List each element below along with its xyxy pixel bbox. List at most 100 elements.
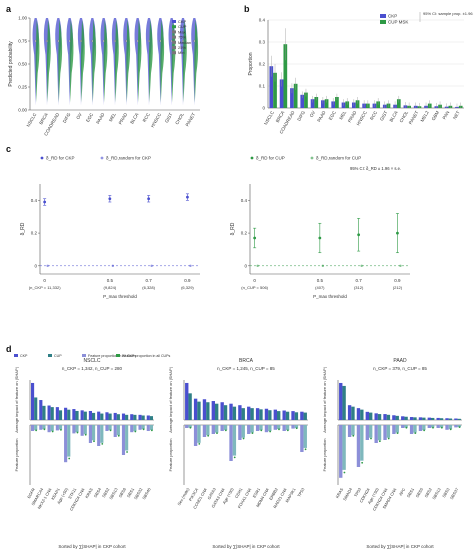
d-brca-shap-bar-ckp [291, 411, 295, 420]
d-nsclc-xlabel: Sorted by ∑|SHAP| in CKP cohort [58, 544, 126, 549]
d-nsclc-proportion-bar-cup [108, 425, 112, 431]
d-paad-proportion-bar-ckp [454, 425, 458, 428]
cright-n-label: (407) [315, 285, 325, 290]
a-legend-label: Min [178, 50, 184, 55]
d-paad-proportion-dot [370, 437, 372, 440]
a-median-marker [57, 40, 60, 42]
b-bar-ckp [310, 99, 315, 108]
b-ytick-label: 0.4 [259, 18, 266, 23]
panel-a-violin-chart: 0.00 0.25 0.50 0.75 1.00 Predicted probabilit… [8, 16, 200, 137]
b-ytick-label: 0.3 [259, 40, 266, 45]
a-violin-cup [171, 19, 176, 103]
d-nsclc-shap-bar-cup [133, 414, 137, 420]
cleft-xlabel: P_max threshold [103, 294, 137, 299]
d-brca-shap-bar-ckp [185, 382, 189, 420]
d-nsclc-shap-bar-cup [149, 416, 154, 420]
d-paad-shap-bar-cup [457, 418, 461, 420]
d-paad-xtick-label: SBS37 [449, 486, 460, 500]
b-ytick-label: 0 [262, 106, 265, 111]
d-paad-proportion-bar-ckp [356, 425, 361, 467]
d-nsclc-legend-label: CUP [54, 354, 62, 358]
d-brca-shap-bar-cup [197, 401, 201, 420]
d-nsclc-shap-bar-ckp [64, 407, 68, 420]
d-brca-proportion-dot [198, 443, 201, 445]
a-violin-cup [92, 19, 97, 103]
d-brca-proportion-dot [233, 456, 236, 459]
a-ytick-label: 0.25 [18, 85, 27, 90]
d-nsclc-shap-bar-ckp [47, 405, 51, 420]
d-paad-shap-bar-cup [386, 414, 391, 420]
d-brca-xtick-label: ERBB2 [268, 486, 279, 501]
b-legend-swatch [380, 14, 386, 18]
d-paad-proportion-dot [449, 428, 452, 431]
cleft-random-point [46, 264, 49, 268]
d-nsclc-shap-bar-ckp [97, 411, 101, 420]
d-brca-shap-bar-ckp [247, 406, 251, 420]
d-nsclc-proportion-bar-ckp [30, 425, 35, 431]
d-paad-proportion-dot [423, 429, 426, 432]
d-paad-proportion-dot [352, 434, 355, 437]
d-brca-proportion-dot [260, 429, 263, 432]
d-brca-shap-bar-cup [223, 405, 228, 420]
cright-xtick-label: 0 [253, 278, 256, 283]
d-nsclc-proportion-bar-ckp [72, 425, 76, 434]
d-nsclc-proportion-dot [35, 429, 38, 432]
cleft-legend-marker [40, 156, 44, 160]
cright-random-point [321, 264, 325, 268]
a-xtick-label: PANET [185, 112, 197, 127]
cleft-n-label: (6,329) [181, 285, 194, 290]
d-nsclc-proportion-dot [93, 440, 95, 443]
d-brca-proportion-bar-cup [277, 425, 281, 430]
d-paad-shap-bar-ckp [401, 416, 405, 420]
d-paad-shap-bar-cup [360, 409, 364, 420]
d-paad-shap-bar-cup [413, 417, 417, 420]
d-brca-proportion-bar-cup [250, 425, 254, 433]
d-nsclc-title: NSCLC [84, 358, 101, 364]
d-nsclc-proportion-dot [43, 428, 46, 431]
d-nsclc-proportion-bar-cup [67, 425, 71, 457]
d-brca-shap-bar-ckp [273, 409, 277, 420]
d-nsclc-proportion-dot [101, 443, 104, 445]
d-nsclc-proportion-dot [60, 428, 62, 431]
d-brca-xtick-label: ESR1 [252, 486, 262, 498]
d-nsclc-shap-bar-cup [34, 397, 38, 420]
d-paad-proportion-bar-cup [395, 425, 399, 433]
panel-label-a: a [6, 4, 12, 14]
d-brca-proportion-bar-ckp [202, 425, 207, 437]
d-nsclc-ylabel-bottom: Feature proportion [14, 439, 19, 472]
d-nsclc-shap-bar-cup [100, 413, 104, 420]
d-paad-shap-bar-cup [377, 414, 382, 420]
b-xtick-label: CHOL [399, 110, 410, 124]
d-nsclc-shap-bar-ckp [130, 414, 134, 420]
cright-xtick-label: 0.7 [356, 278, 363, 283]
panel-label-c: c [6, 144, 11, 154]
a-median-marker [182, 40, 184, 42]
d-brca-proportion-bar-ckp [238, 425, 242, 440]
panel-label-b: b [244, 4, 250, 14]
a-legend-label: 75% [178, 35, 186, 40]
d-paad-proportion-bar-cup [404, 425, 408, 428]
b-xtick-label: EGC [328, 109, 338, 121]
a-legend-swatch [172, 30, 176, 34]
d-nsclc-proportion-dot [51, 430, 54, 433]
b-bar-cup [293, 83, 298, 108]
b-ytick-label: 0.2 [259, 62, 266, 67]
d-nsclc-legend-swatch [116, 354, 120, 357]
d-nsclc-legend-label: CKP [20, 354, 28, 358]
d-nsclc-proportion-bar-cup [50, 425, 54, 432]
d-paad-xtick-label: SBS13 [431, 486, 442, 500]
a-median-marker [91, 40, 94, 42]
d-brca-xtick-label: GATA3 [206, 486, 217, 500]
d-nsclc-proportion-bar-ckp [55, 425, 59, 431]
d-paad-title: PAAD [393, 358, 407, 364]
d-paad-proportion-bar-cup [431, 425, 435, 428]
d-paad-proportion-bar-cup [369, 425, 373, 438]
a-violin-cup [149, 19, 153, 103]
d-nsclc-subtitle: n_CKP = 1,342, n_CUP = 280 [62, 366, 123, 371]
d-brca-shap-bar-cup [206, 402, 210, 420]
d-brca-subtitle: n_CKP = 1,245, n_CUP = 85 [217, 366, 275, 371]
d-brca-shap-bar-cup [303, 412, 307, 420]
d-nsclc-proportion-bar-cup [133, 425, 137, 432]
b-legend-label: CKP [388, 14, 397, 19]
d-paad-xtick-label: APC [398, 487, 406, 497]
